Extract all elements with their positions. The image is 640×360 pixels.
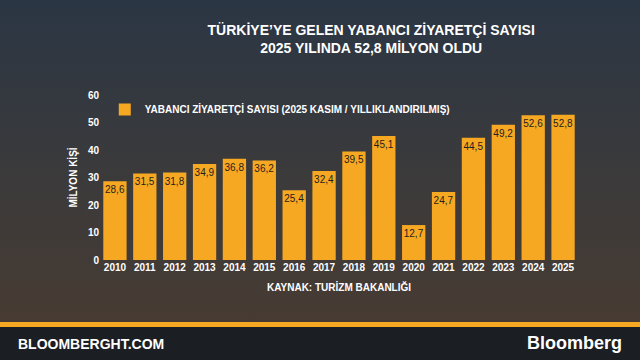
svg-text:31,8: 31,8 [165,176,185,187]
svg-text:49,2: 49,2 [493,128,513,139]
svg-text:50: 50 [88,117,100,128]
svg-text:32,4: 32,4 [314,174,334,185]
svg-text:2019: 2019 [373,262,396,273]
svg-text:28,6: 28,6 [105,184,125,195]
svg-text:2015: 2015 [253,262,276,273]
svg-text:39,5: 39,5 [344,154,364,165]
svg-text:2023: 2023 [492,262,515,273]
svg-text:24,7: 24,7 [434,195,454,206]
svg-text:52,8: 52,8 [553,118,573,129]
svg-text:44,5: 44,5 [463,141,483,152]
svg-text:2011: 2011 [134,262,156,273]
svg-text:0: 0 [93,255,99,266]
svg-text:25,4: 25,4 [284,193,304,204]
svg-text:2010: 2010 [104,262,127,273]
svg-text:10: 10 [88,227,100,238]
svg-text:2024: 2024 [522,262,545,273]
svg-text:12,7: 12,7 [404,228,424,239]
svg-text:40: 40 [88,145,100,156]
svg-text:2018: 2018 [343,262,366,273]
html-text:BLOOMBERGHT.COM: BLOOMBERGHT.COM [18,335,165,352]
svg-text:31,5: 31,5 [135,176,155,187]
svg-text:34,9: 34,9 [195,167,215,178]
svg-text:45,1: 45,1 [374,139,394,150]
svg-text:60: 60 [88,90,100,101]
svg-text:36,2: 36,2 [254,163,274,174]
svg-text:52,6: 52,6 [523,118,543,129]
svg-text:36,8: 36,8 [224,162,244,173]
svg-text:MİLYON KİŞİ: MİLYON KİŞİ [67,147,79,207]
svg-text:KAYNAK: TURİZM BAKANLIĞI: KAYNAK: TURİZM BAKANLIĞI [267,281,411,293]
svg-text:2012: 2012 [164,262,187,273]
svg-text:2017: 2017 [313,262,336,273]
svg-text:TÜRKİYE’YE GELEN YABANCI ZİYAR: TÜRKİYE’YE GELEN YABANCI ZİYARETÇİ SAYIS… [208,22,535,56]
svg-text:YABANCI ZİYARETÇİ SAYISI (2025: YABANCI ZİYARETÇİ SAYISI (2025 KASIM / Y… [145,103,450,115]
svg-text:2016: 2016 [283,262,306,273]
svg-text:2020: 2020 [403,262,426,273]
html-text:Bloomberg: Bloomberg [527,333,622,353]
svg-text:2025: 2025 [552,262,575,273]
svg-text:2021: 2021 [432,262,455,273]
svg-text:2014: 2014 [223,262,246,273]
svg-text:20: 20 [88,200,100,211]
svg-text:2013: 2013 [193,262,216,273]
svg-text:30: 30 [88,172,100,183]
svg-text:2022: 2022 [462,262,485,273]
